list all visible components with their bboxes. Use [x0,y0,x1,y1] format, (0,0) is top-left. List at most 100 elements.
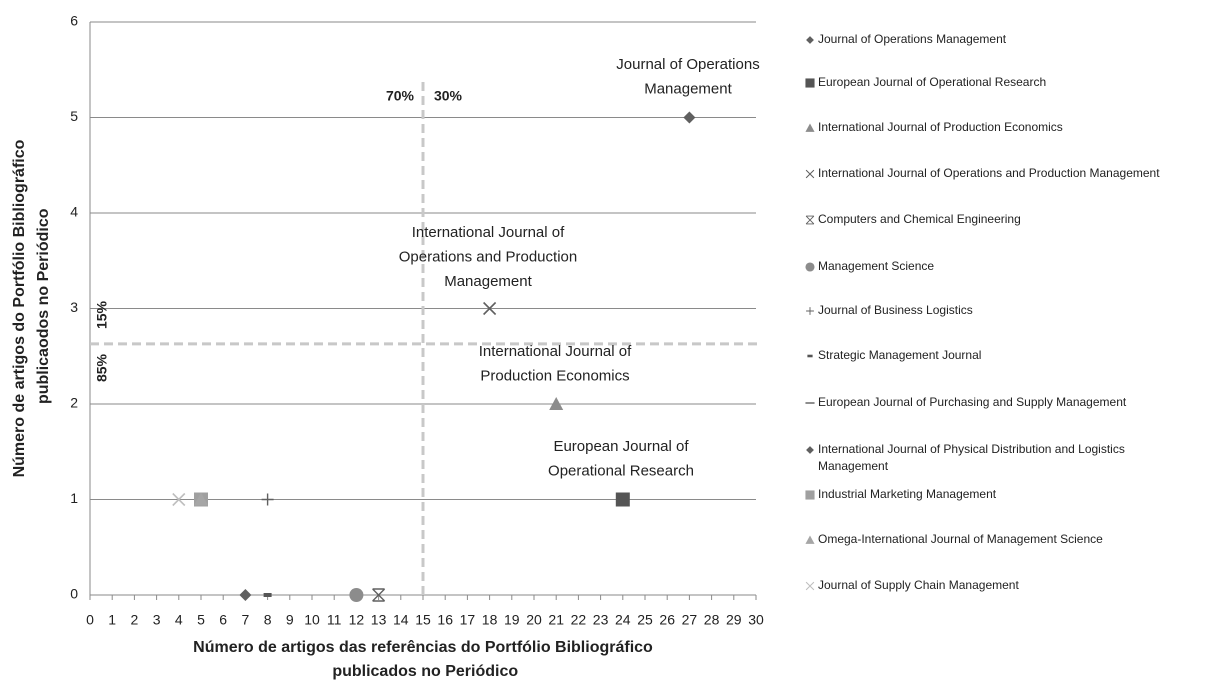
x-tick-label: 17 [460,612,476,628]
legend-label: International Journal of Production Econ… [818,120,1063,134]
y-tick-label: 1 [70,490,78,506]
split-label: 85% [94,353,110,382]
x-tick-label: 5 [197,612,205,628]
point [239,589,252,601]
legend-marker [805,123,815,132]
legend-marker [805,490,815,500]
point [615,492,630,507]
legend-label: Journal of Supply Chain Management [818,578,1019,592]
x-tick-label: 26 [659,612,675,628]
annotation: Journal of Operations [616,56,759,73]
point [194,492,208,506]
legend-marker [805,581,815,591]
point [261,493,274,506]
legend-label: European Journal of Purchasing and Suppl… [818,395,1127,409]
x-tick-label: 13 [371,612,387,628]
legend-marker [805,535,815,544]
point [549,397,564,410]
x-tick-label: 27 [682,612,698,628]
legend-marker [807,354,813,358]
legend-marker [806,446,814,454]
y-tick-label: 0 [70,586,78,602]
legend-label: International Journal of Physical Distri… [818,442,1125,473]
x-tick-label: 1 [108,612,116,628]
point [683,111,696,124]
legend-label: Journal of Operations Management [818,32,1007,46]
legend-marker [805,535,815,544]
x-tick-label: 9 [286,612,294,628]
y-tick-label: 5 [70,108,78,124]
legend-marker [806,307,814,315]
x-tick-label: 6 [219,612,227,628]
x-tick-label: 8 [264,612,272,628]
annotation: Operations and Production [399,248,577,265]
legend-label: Computers and Chemical Engineering [818,212,1021,226]
legend-marker [806,36,814,44]
split-label: 30% [434,88,463,104]
annotation: Production Economics [480,367,629,384]
legend-marker [805,402,815,404]
point [349,588,364,602]
x-tick-label: 28 [704,612,720,628]
x-tick-label: 4 [175,612,183,628]
y-tick-label: 4 [70,204,78,220]
x-tick-label: 16 [437,612,453,628]
legend-marker [805,78,815,88]
legend-marker [805,215,815,225]
x-tick-label: 24 [615,612,631,628]
legend-label: International Journal of Operations and … [818,166,1160,180]
legend-label: Journal of Business Logistics [818,303,973,317]
x-tick-label: 29 [726,612,742,628]
point [483,301,497,316]
y-tick-label: 3 [70,299,78,315]
annotation: European Journal of [553,438,689,455]
x-tick-label: 23 [593,612,609,628]
x-tick-label: 14 [393,612,409,628]
legend-marker [805,169,815,179]
legend-label: European Journal of Operational Research [818,75,1047,89]
legend-marker [806,446,814,454]
y-tick-label: 2 [70,395,78,411]
x-tick-label: 0 [86,612,94,628]
x-tick-label: 18 [482,612,498,628]
x-tick-label: 10 [304,612,320,628]
split-label: 15% [94,300,110,329]
x-tick-label: 20 [526,612,542,628]
x-tick-label: 7 [242,612,250,628]
legend-marker [805,78,815,88]
x-tick-label: 12 [349,612,365,628]
legend-label: Industrial Marketing Management [818,487,997,501]
legend-marker [805,169,815,179]
legend-marker [805,215,815,225]
x-tick-label: 21 [548,612,564,628]
x-tick-label: 2 [131,612,139,628]
annotation: Operational Research [548,462,694,479]
y-tick-label: 6 [70,13,78,29]
legend-marker [806,307,814,315]
legend-marker [805,581,815,591]
legend-marker [805,123,815,132]
point [372,588,386,602]
point [263,593,272,597]
x-tick-label: 11 [327,612,342,628]
x-tick-label: 19 [504,612,520,628]
x-tick-label: 15 [415,612,431,628]
legend-label: Strategic Management Journal [818,348,982,362]
legend-marker [805,490,815,500]
legend-marker [805,262,815,272]
legend-marker [805,262,815,272]
legend-label: Omega-International Journal of Managemen… [818,532,1103,546]
legend-marker [805,402,815,404]
point [172,492,186,507]
x-tick-label: 30 [748,612,764,628]
x-axis-title: Número de artigos das referências do Por… [193,639,653,680]
x-tick-label: 3 [153,612,161,628]
legend-marker [807,354,813,358]
y-axis-title: Número de artigos do Portfólio Bibliográ… [11,139,52,477]
legend-marker [806,36,814,44]
annotation: Management [644,80,732,97]
legend-label: Management Science [818,259,935,273]
annotation: International Journal of [479,343,632,360]
